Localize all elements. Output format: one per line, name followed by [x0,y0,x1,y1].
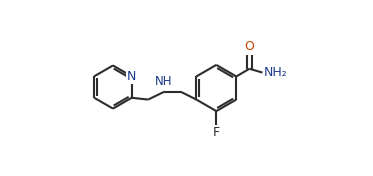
Text: NH₂: NH₂ [263,66,287,79]
Text: NH: NH [155,75,173,88]
Text: O: O [244,40,254,53]
Text: N: N [127,70,137,83]
Text: F: F [213,127,220,140]
